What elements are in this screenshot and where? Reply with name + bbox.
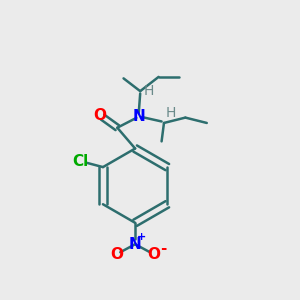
Text: -: - — [160, 241, 166, 256]
Text: H: H — [143, 84, 154, 98]
Text: N: N — [129, 237, 142, 252]
Text: O: O — [110, 247, 123, 262]
Text: +: + — [137, 232, 146, 242]
Text: Cl: Cl — [73, 154, 89, 169]
Text: H: H — [165, 106, 176, 120]
Text: O: O — [147, 247, 160, 262]
Text: N: N — [132, 109, 145, 124]
Text: O: O — [94, 108, 106, 123]
